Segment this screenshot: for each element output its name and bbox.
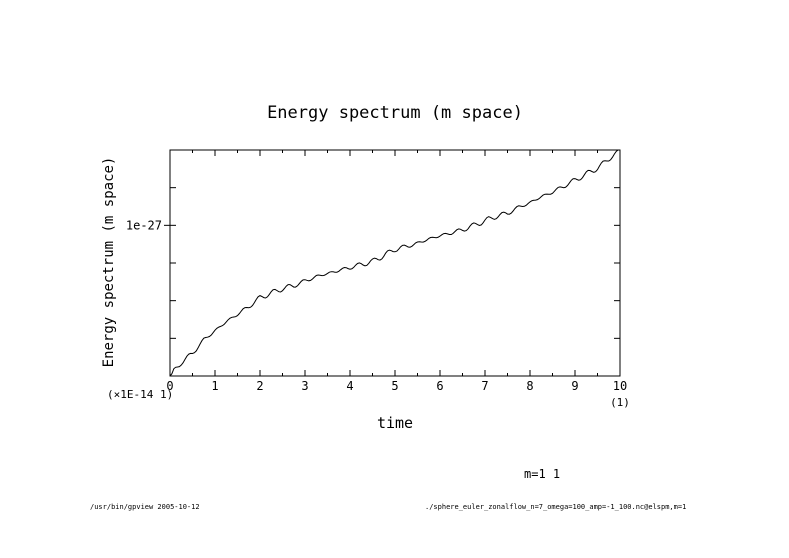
x-tick-label: 3: [301, 379, 308, 393]
x-tick-label: 0: [166, 379, 173, 393]
x-tick-label: 10: [613, 379, 627, 393]
plot-frame: [169, 149, 621, 377]
y-axis-label: Energy spectrum (m space): [101, 157, 117, 368]
subplot-label: m=1 1: [524, 467, 561, 481]
x-tick-label: 7: [481, 379, 488, 393]
y-tick-label: 1e-27: [126, 218, 162, 232]
x-tick-label: 4: [346, 379, 353, 393]
chart-title: Energy spectrum (m space): [267, 103, 523, 123]
x-tick-label: 5: [391, 379, 398, 393]
x-tick-label: 9: [571, 379, 578, 393]
footer-left: /usr/bin/gpview 2005-10-12: [90, 503, 200, 511]
x-tick-label: 6: [436, 379, 443, 393]
x-tick-label: 8: [526, 379, 533, 393]
footer-right: ./sphere_euler_zonalflow_n=7_omega=100_a…: [425, 503, 687, 511]
x-tick-label: 1: [211, 379, 218, 393]
x-axis-label: time: [377, 414, 413, 432]
y-scale-note: (×1E-14 1): [107, 388, 173, 401]
series-line: [169, 149, 620, 377]
x-axis: 0 1 2 3 4 5 6 7 8 9 10: [166, 150, 627, 393]
y-axis: 1e-27: [126, 187, 620, 339]
x-tick-label: 2: [256, 379, 263, 393]
x-scale-note: (1): [610, 396, 630, 409]
